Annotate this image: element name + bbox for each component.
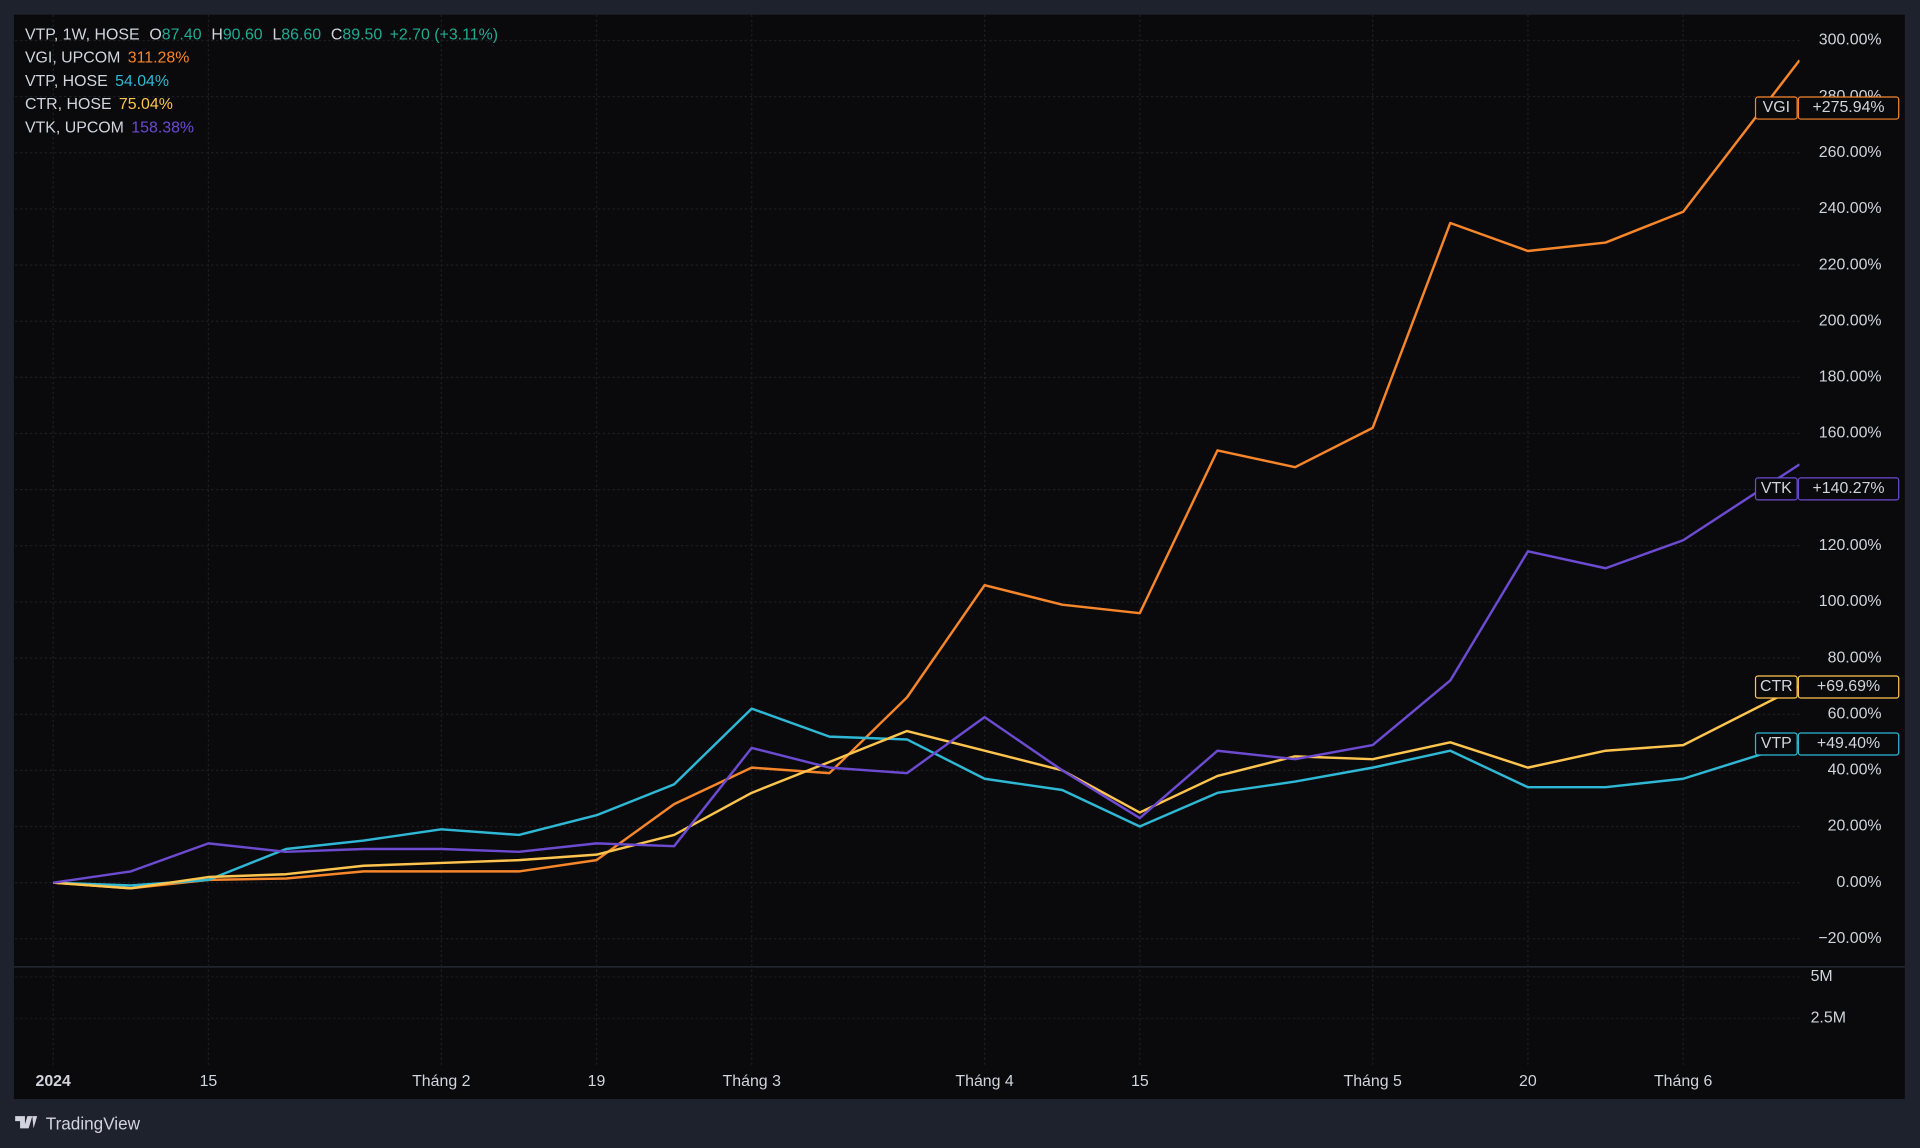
plot (53, 59, 1800, 890)
x-tick-label: Tháng 6 (1654, 1073, 1713, 1090)
badge-value-box (1797, 477, 1900, 501)
legend-entry: VGI, UPCOM 311.28% (25, 50, 189, 67)
badge-name-box (1754, 96, 1798, 120)
badge-value-box (1797, 675, 1900, 699)
volume-tick-label: 2.5M (1811, 1010, 1846, 1027)
y-tick-label: 260.00% (1819, 144, 1882, 161)
x-tick-label: 15 (200, 1073, 218, 1090)
x-tick-label: Tháng 4 (955, 1073, 1014, 1090)
ohlc-value: 89.50 (342, 27, 382, 44)
y-tick-label: 0.00% (1836, 874, 1881, 891)
series-line (53, 463, 1800, 884)
footer-brand: TradingView (46, 1113, 141, 1133)
x-tick-label: 20 (1519, 1073, 1537, 1090)
y-tick-label: 60.00% (1828, 705, 1882, 722)
ohlc-value: 90.60 (223, 27, 263, 44)
badge-name-box (1754, 732, 1798, 756)
legend-label: VTK, UPCOM (25, 120, 124, 137)
logo (15, 1116, 38, 1129)
legend-label: CTR, HOSE (25, 96, 112, 113)
y-tick-label: 160.00% (1819, 425, 1882, 442)
legend-label: VTP, HOSE (25, 73, 108, 90)
x-tick-label: Tháng 2 (412, 1073, 471, 1090)
legend-label: VGI, UPCOM (25, 50, 120, 67)
y-tick-label: 120.00% (1819, 537, 1882, 554)
y-tick-label: 40.00% (1828, 762, 1882, 779)
legend-entry: CTR, HOSE 75.04% (25, 96, 173, 113)
badge-name: VGI (1763, 99, 1790, 116)
grid (15, 14, 1800, 1065)
y-tick-label: 200.00% (1819, 312, 1882, 329)
badge-value-box (1797, 96, 1900, 120)
y-tick-label: 220.00% (1819, 256, 1882, 273)
ohlc-value: 86.60 (281, 27, 321, 44)
series-line (53, 59, 1800, 890)
legend-value: 54.04% (115, 73, 169, 90)
badge-value: +140.27% (1812, 480, 1884, 497)
chart-background (13, 14, 1905, 1100)
badge-name: VTK (1761, 480, 1792, 497)
badge-value: +49.40% (1817, 735, 1880, 752)
y-tick-label: 80.00% (1828, 649, 1882, 666)
badge-name-box (1754, 675, 1798, 699)
series-line (53, 685, 1800, 890)
ohlc-key: C (331, 27, 343, 44)
y-tick-label: 300.00% (1819, 32, 1882, 49)
badge-name: CTR (1760, 678, 1793, 695)
x-tick-label: 15 (1131, 1073, 1149, 1090)
badge-value: +69.69% (1817, 678, 1880, 695)
change: +2.70 (+3.11%) (390, 27, 498, 44)
ohlc-key: L (272, 27, 281, 44)
volume-tick-label: 5M (1811, 968, 1833, 985)
ohlc-key: H (211, 27, 223, 44)
legend-entry: VTK, UPCOM 158.38% (25, 120, 194, 137)
y-tick-label: 100.00% (1819, 593, 1882, 610)
y-tick-label: 240.00% (1819, 200, 1882, 217)
symbol: VTP, 1W, HOSE (25, 27, 140, 44)
y-tick-label: −20.00% (1818, 930, 1881, 947)
ohlc-value: 87.40 (162, 27, 202, 44)
badge-value-box (1797, 732, 1900, 756)
badge-value: +275.94% (1812, 99, 1884, 116)
ohlc-key: O (149, 27, 161, 44)
x-tick-label: 19 (588, 1073, 606, 1090)
legend-value: 158.38% (131, 120, 194, 137)
header: VTP, 1W, HOSE O87.40 H90.60 L86.60 C89.50 +2.… (25, 27, 498, 44)
y-tick-label: 20.00% (1828, 818, 1882, 835)
x-tick-label: Tháng 5 (1344, 1073, 1403, 1090)
badge-name-box (1754, 477, 1798, 501)
overlay: −20.00% 0.00% 20.00% 40.00% 60.00% 80.00% 100.… (25, 32, 1900, 1090)
x-tick-label: 2024 (36, 1073, 72, 1090)
x-tick-label: Tháng 3 (723, 1073, 782, 1090)
legend-entry: VTP, HOSE 54.04% (25, 73, 169, 90)
series-line (53, 707, 1800, 887)
y-tick-label: 180.00% (1819, 369, 1882, 386)
legend-value: 311.28% (128, 50, 190, 67)
legend-value: 75.04% (119, 96, 173, 113)
badge-name: VTP (1761, 735, 1792, 752)
